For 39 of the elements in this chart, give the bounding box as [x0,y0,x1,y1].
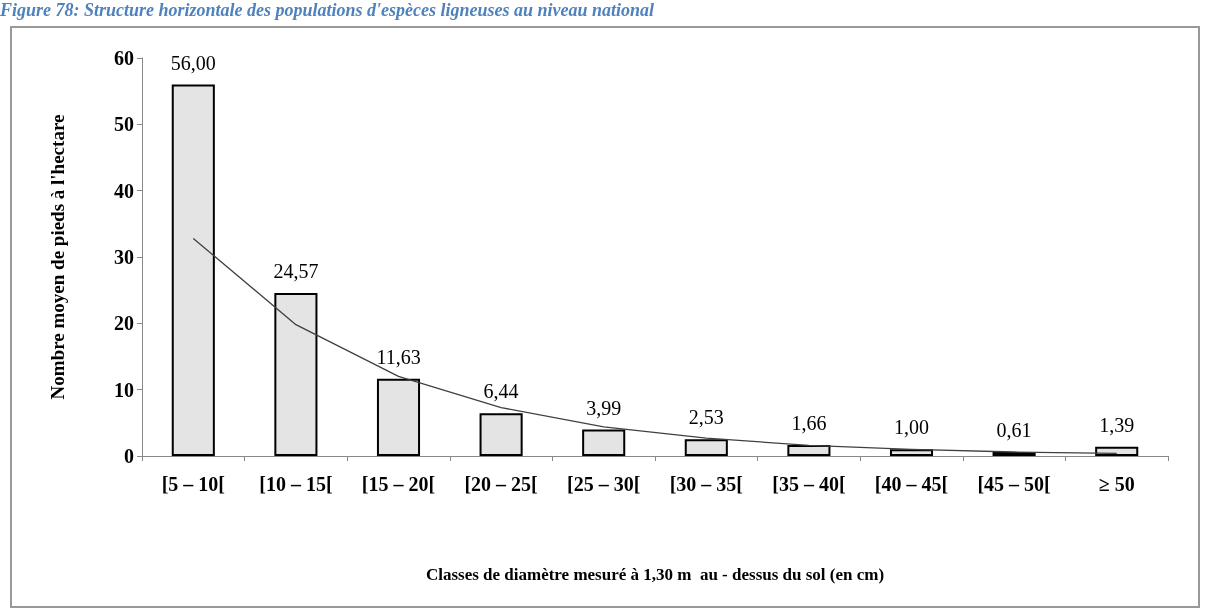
bar [889,449,934,456]
bar [274,293,318,456]
bar [684,439,728,456]
x-tick-label: [40 – 45[ [874,473,949,495]
bar [376,378,421,456]
x-tick-label: [15 – 20[ [361,473,436,495]
y-tick-label: 60 [114,47,134,69]
x-axis-title: Classes de diamètre mesuré à 1,30 m au - dessus du sol (en cm) [425,565,885,584]
x-tick-label: [10 – 15[ [259,473,333,495]
x-tick-label: [35 – 40[ [772,473,846,495]
x-tick-label: ≥ 50 [1098,473,1135,495]
bar [787,444,831,456]
data-label: 3,99 [586,396,622,419]
x-tick-label: [5 – 10[ [161,473,225,495]
chart-title: Figure 78: Structure horizontale des populations d'espèces ligneuses au niveau national [0,0,656,22]
y-axis-title: Nombre moyen de pieds à l'hectare [47,114,68,400]
data-label: 1,66 [791,411,827,434]
data-label: 1,39 [1099,413,1135,436]
y-tick-label: 30 [114,246,134,268]
y-tick-label: 20 [114,312,134,335]
data-label: 11,63 [376,345,421,368]
y-tick-label: 10 [114,378,134,401]
y-tick-label: 50 [114,113,134,136]
y-tick-label: 40 [114,179,134,202]
data-label: 56,00 [170,51,216,74]
bar [479,413,523,456]
data-label: 0,61 [996,418,1032,441]
x-tick-label: [45 – 50[ [977,473,1051,495]
y-tick-label: 0 [124,445,134,467]
x-tick-label: [30 – 35[ [669,473,743,495]
data-label: 1,00 [894,416,929,439]
x-tick-label: [20 – 25[ [464,473,538,495]
data-label: 6,44 [483,380,519,403]
data-label: 24,57 [273,260,319,283]
x-tick-label: [25 – 30[ [567,473,641,495]
data-label: 2,53 [688,406,724,429]
bar [171,84,215,456]
bar [1095,446,1139,456]
bar [582,429,626,456]
